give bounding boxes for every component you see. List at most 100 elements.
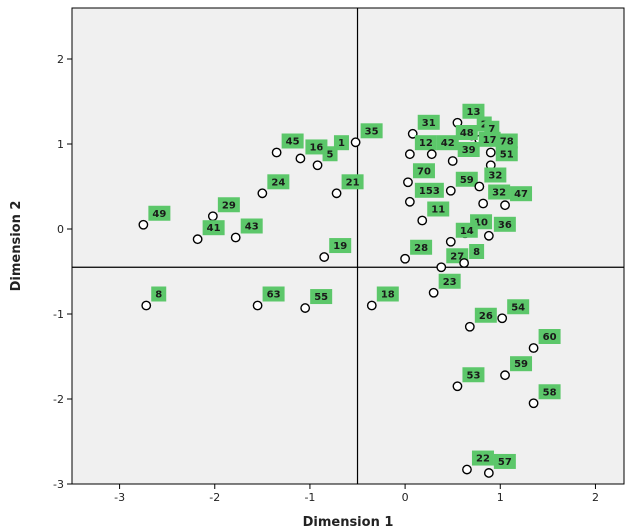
point-label: 24 — [271, 177, 285, 188]
x-tick-label: 2 — [592, 491, 599, 504]
data-point: 18 — [366, 286, 399, 311]
point-label: 23 — [443, 277, 457, 288]
point-label: 45 — [286, 137, 300, 148]
point-label-box — [333, 135, 349, 151]
point-label-box — [507, 299, 530, 315]
point-marker — [445, 236, 456, 247]
data-point: 43 — [230, 218, 263, 243]
point-label: 8 — [155, 290, 162, 301]
point-label: 36 — [498, 220, 512, 231]
point-label-box — [305, 139, 328, 155]
data-point: 60 — [528, 329, 561, 353]
point-label-box — [414, 135, 437, 151]
point-label-box — [455, 171, 478, 187]
point-label: 42 — [441, 138, 455, 149]
x-tick-label: -1 — [304, 491, 315, 504]
x-tick-label: 0 — [402, 491, 409, 504]
point-label: 57 — [498, 457, 512, 468]
point-marker — [462, 464, 472, 475]
point-label: 18 — [381, 290, 395, 301]
data-point: 16 — [295, 139, 328, 164]
point-label: 26 — [479, 311, 493, 322]
point-marker — [452, 381, 463, 392]
y-tick-label: -3 — [53, 478, 64, 491]
reference-lines — [72, 8, 624, 484]
x-tick-label: -2 — [209, 491, 220, 504]
x-tick-label: -3 — [114, 491, 125, 504]
point-label-box — [457, 142, 480, 157]
point-marker — [497, 313, 508, 324]
point-marker — [478, 198, 489, 209]
point-label-box — [484, 167, 507, 183]
point-marker — [500, 200, 510, 211]
data-point: 54 — [497, 299, 530, 324]
point-marker — [271, 147, 282, 158]
point-label-box — [240, 218, 263, 234]
data-point: 47 — [500, 186, 533, 211]
point-label-box — [417, 114, 440, 130]
point-label: 8 — [473, 247, 480, 258]
point-label-box — [427, 201, 450, 217]
data-point: 24 — [257, 174, 290, 199]
point-label: 48 — [460, 128, 474, 139]
data-point: 53 — [452, 367, 485, 392]
point-label-box — [488, 184, 511, 200]
point-label: 19 — [333, 241, 347, 252]
point-label-box — [414, 182, 444, 198]
point-label-box — [310, 289, 333, 305]
point-label: 58 — [543, 387, 557, 398]
x-axis: -3 -2 -1 0 1 2 — [114, 484, 599, 504]
point-marker — [331, 188, 342, 199]
data-point: 31 — [407, 114, 440, 139]
point-marker — [230, 232, 241, 243]
point-marker — [447, 156, 458, 166]
data-point: 23 — [428, 273, 461, 298]
point-label: 51 — [500, 149, 514, 160]
point-label-box — [495, 133, 518, 149]
point-label: 17 — [483, 135, 497, 146]
point-label-box — [262, 286, 285, 302]
point-label: 39 — [462, 145, 476, 156]
point-label-box — [267, 174, 290, 190]
point-marker — [257, 188, 268, 199]
point-marker — [500, 370, 510, 381]
point-label: 22 — [476, 454, 490, 465]
point-label-box — [412, 163, 435, 179]
point-marker — [207, 211, 218, 222]
point-label-box — [538, 384, 561, 400]
point-marker — [436, 262, 447, 273]
point-marker — [459, 258, 470, 268]
point-label-box — [148, 205, 171, 221]
point-label-box — [217, 197, 240, 213]
data-point: 32 — [474, 167, 507, 192]
data-point: 59 — [445, 171, 478, 196]
point-label: 11 — [431, 205, 445, 216]
data-point: 12 — [404, 135, 437, 160]
data-point: 19 — [319, 238, 352, 262]
point-marker — [404, 149, 415, 160]
point-marker — [300, 303, 311, 313]
point-label-box — [474, 307, 497, 323]
point-label-box — [151, 286, 167, 302]
point-label: 60 — [543, 332, 557, 343]
point-marker — [404, 196, 415, 207]
point-label: 153 — [419, 186, 440, 197]
point-label-box — [376, 286, 399, 302]
point-label: 28 — [414, 243, 428, 254]
point-label-box — [493, 453, 516, 469]
point-label-box — [281, 133, 304, 149]
point-label-box — [322, 146, 338, 162]
point-label-box — [493, 216, 516, 232]
data-point: 45 — [271, 133, 304, 158]
point-marker — [141, 300, 152, 311]
point-label-box — [329, 238, 352, 254]
data-point: 41 — [192, 220, 225, 245]
y-tick-label: -1 — [53, 308, 64, 321]
point-label: 27 — [450, 251, 464, 262]
point-marker — [426, 149, 437, 160]
point-label: 70 — [417, 166, 431, 177]
point-marker — [445, 185, 456, 196]
point-label: 54 — [511, 302, 525, 313]
